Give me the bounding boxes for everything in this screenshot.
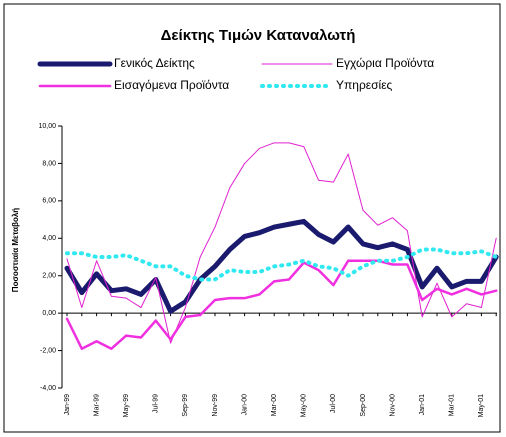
- chart-title: Δείκτης Τιμών Καταναλωτή: [161, 27, 356, 44]
- x-tick-label: Mar-01: [449, 394, 456, 416]
- y-axis-label: Ποσοστιαία Μεταβολή: [11, 208, 20, 293]
- series-line: [64, 218, 499, 314]
- x-tick-label: Jul-99: [153, 394, 160, 413]
- series-line: [66, 142, 497, 344]
- y-tick-label: 8,00: [42, 160, 56, 167]
- y-tick-label: -2,00: [40, 347, 56, 354]
- y-tick-label: 2,00: [42, 273, 56, 280]
- legend-label: Υπηρεσίες: [336, 78, 393, 92]
- y-tick-label: 6,00: [42, 198, 56, 205]
- x-tick-label: Jan-01: [419, 394, 426, 416]
- x-tick-label: May-01: [478, 394, 485, 417]
- legend-label: Γενικός Δείκτης: [114, 56, 195, 70]
- x-tick-label: Nov-99: [212, 394, 219, 417]
- legend-label: Εγχώρια Προϊόντα: [336, 56, 434, 70]
- series-line: [65, 259, 498, 350]
- x-tick-label: May-99: [123, 394, 130, 417]
- x-tick-label: Mar-00: [271, 394, 278, 416]
- x-tick-label: Jul-00: [330, 394, 337, 413]
- x-tick-label: Sep-00: [360, 394, 367, 417]
- chart-border: [3, 3, 501, 433]
- x-tick-label: Nov-00: [389, 394, 396, 417]
- x-tick-label: May-00: [301, 394, 308, 417]
- x-tick-label: Jan-99: [64, 394, 71, 416]
- y-tick-label: 10,00: [38, 123, 56, 130]
- y-tick-label: 0,00: [42, 310, 56, 317]
- x-tick-label: Sep-99: [182, 394, 189, 417]
- legend-label: Εισαγόμενα Προϊόντα: [114, 78, 229, 92]
- x-tick-label: Mar-99: [93, 394, 100, 416]
- y-tick-label: 4,00: [42, 235, 56, 242]
- series-line: [65, 247, 499, 282]
- x-tick-label: Jan-00: [241, 394, 248, 416]
- y-tick-label: -4,00: [40, 385, 56, 392]
